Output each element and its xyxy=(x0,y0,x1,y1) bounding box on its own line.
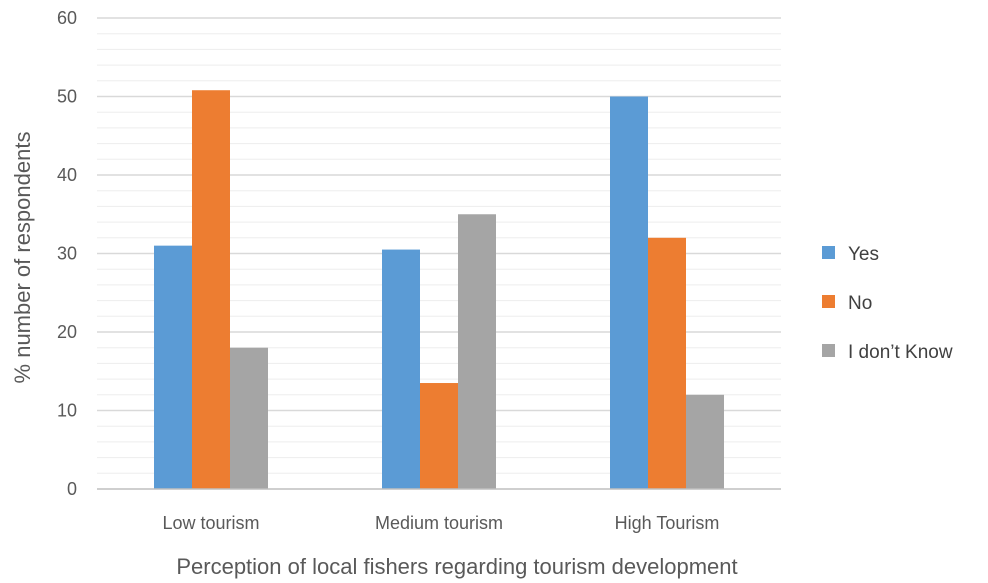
legend-label: Yes xyxy=(848,244,879,265)
legend: Yes No I don’t Know xyxy=(822,244,953,363)
y-tick-label: 30 xyxy=(57,244,77,264)
bar-i-don-t-know-2 xyxy=(686,394,724,489)
bar-no-1 xyxy=(420,383,458,489)
bar-i-don-t-know-1 xyxy=(458,214,496,489)
legend-label: No xyxy=(848,293,872,314)
legend-label: I don’t Know xyxy=(848,342,953,363)
y-tick-label: 20 xyxy=(57,322,77,342)
legend-swatch xyxy=(822,246,835,259)
bars-group xyxy=(154,90,724,489)
y-axis-tick-labels: 0 10 20 30 40 50 60 xyxy=(57,8,77,499)
y-tick-label: 60 xyxy=(57,8,77,28)
x-tick-label: High Tourism xyxy=(615,513,720,533)
bar-yes-0 xyxy=(154,245,192,489)
bar-yes-2 xyxy=(610,96,648,489)
x-axis-tick-labels: Low tourism Medium tourism High Tourism xyxy=(162,513,719,533)
bar-no-2 xyxy=(648,237,686,489)
x-axis-title: Perception of local fishers regarding to… xyxy=(176,554,737,579)
y-tick-label: 50 xyxy=(57,87,77,107)
bar-no-0 xyxy=(192,90,230,489)
legend-swatch xyxy=(822,295,835,308)
y-axis-title: % number of respondents xyxy=(10,132,35,384)
y-tick-label: 10 xyxy=(57,401,77,421)
y-tick-label: 40 xyxy=(57,165,77,185)
y-tick-label: 0 xyxy=(67,479,77,499)
x-tick-label: Medium tourism xyxy=(375,513,503,533)
x-tick-label: Low tourism xyxy=(162,513,259,533)
bar-yes-1 xyxy=(382,249,420,489)
legend-swatch xyxy=(822,344,835,357)
bar-i-don-t-know-0 xyxy=(230,347,268,489)
